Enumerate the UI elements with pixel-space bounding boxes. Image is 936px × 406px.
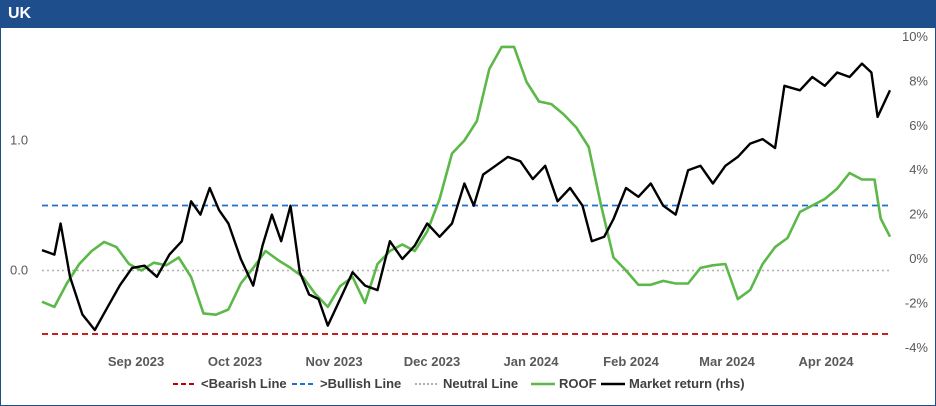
- legend-bullish-label: >Bullish Line: [320, 376, 401, 391]
- x-tick-label: Feb 2024: [603, 354, 659, 369]
- x-tick-label: Oct 2023: [208, 354, 262, 369]
- right-tick-label: 0%: [909, 251, 928, 266]
- legend: <Bearish Line >Bullish Line Neutral Line RO…: [173, 376, 745, 391]
- right-tick-label: 2%: [909, 207, 928, 222]
- legend-neutral: Neutral Line: [415, 376, 518, 391]
- legend-bearish-label: <Bearish Line: [201, 376, 287, 391]
- left-tick-label: 0.0: [10, 263, 28, 278]
- legend-neutral-label: Neutral Line: [443, 376, 518, 391]
- left-tick-label: 1.0: [10, 133, 28, 148]
- legend-market-return: Market return (rhs): [601, 376, 745, 391]
- right-tick-label: -4%: [905, 340, 929, 355]
- legend-roof: ROOF: [531, 376, 597, 391]
- x-tick-label: Jan 2024: [504, 354, 560, 369]
- right-tick-label: -2%: [905, 295, 929, 310]
- legend-market-return-label: Market return (rhs): [629, 376, 745, 391]
- legend-roof-label: ROOF: [559, 376, 597, 391]
- title-bar: UK: [1, 1, 935, 28]
- x-tick-label: Nov 2023: [305, 354, 362, 369]
- x-tick-label: Mar 2024: [699, 354, 755, 369]
- reference-lines: [42, 204, 890, 335]
- x-tick-label: Dec 2023: [404, 354, 460, 369]
- chart-title: UK: [8, 5, 32, 22]
- right-axis: -4% -2% 0% 2% 4% 6% 8% 10%: [902, 29, 928, 355]
- legend-bullish: >Bullish Line: [292, 376, 401, 391]
- right-tick-label: 4%: [909, 162, 928, 177]
- roof-series-line: [41, 45, 892, 317]
- x-tick-label: Apr 2024: [799, 354, 855, 369]
- x-axis: Sep 2023 Oct 2023 Nov 2023 Dec 2023 Jan 2024…: [108, 354, 854, 369]
- left-axis: 0.0 1.0: [10, 133, 28, 278]
- right-tick-label: 10%: [902, 29, 928, 44]
- x-tick-label: Sep 2023: [108, 354, 164, 369]
- right-tick-label: 6%: [909, 118, 928, 133]
- legend-bearish: <Bearish Line: [173, 376, 287, 391]
- market-return-series-line: [41, 62, 892, 332]
- right-tick-label: 8%: [909, 73, 928, 88]
- series-lines: [41, 45, 892, 332]
